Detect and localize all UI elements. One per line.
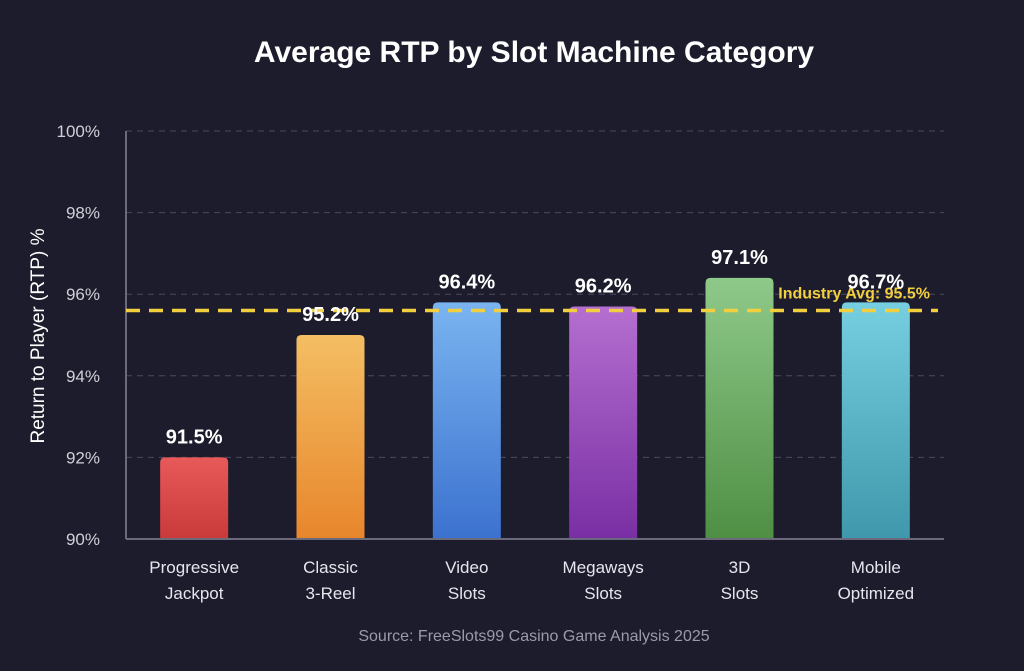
source-note: Source: FreeSlots99 Casino Game Analysis…: [358, 628, 709, 645]
axes: [125, 131, 944, 540]
category-label: 3D: [729, 558, 751, 577]
y-tick-label: 94%: [66, 367, 100, 386]
reference-line-label: Industry Avg: 95.5%: [778, 286, 930, 303]
category-label: Progressive: [149, 558, 239, 577]
category-label: Classic: [303, 558, 358, 577]
value-label: 91.5%: [166, 426, 223, 448]
category-label: Megaways: [563, 558, 644, 577]
y-axis-ticks: 90% 92% 94% 96% 98% 100%: [57, 122, 100, 549]
category-label: Slots: [448, 584, 486, 603]
y-tick-label: 90%: [66, 530, 100, 549]
value-label: 96.2%: [575, 275, 632, 297]
grid-lines: [126, 130, 944, 458]
bar: [160, 457, 229, 538]
reference-line-group: Industry Avg: 95.5%: [126, 286, 938, 313]
category-label: Optimized: [838, 584, 915, 603]
value-label: 96.4%: [438, 271, 495, 293]
bar: [705, 277, 774, 538]
bars: [160, 277, 910, 538]
value-label: 95.2%: [302, 304, 359, 326]
category-labels: Progressive Jackpot Classic 3-Reel Video Slot…: [149, 558, 914, 603]
value-labels: 91.5% 95.2% 96.4% 96.2% 97.1% 96.7%: [166, 247, 905, 449]
category-label: Video: [445, 558, 488, 577]
category-label: 3-Reel: [305, 584, 355, 603]
chart-title: Average RTP by Slot Machine Category: [254, 36, 814, 69]
category-label: Slots: [721, 584, 759, 603]
bar: [569, 306, 638, 538]
category-label: Mobile: [851, 558, 901, 577]
y-tick-label: 98%: [66, 204, 100, 223]
category-label: Slots: [584, 584, 622, 603]
category-label: Jackpot: [165, 584, 224, 603]
bar: [296, 335, 365, 538]
value-label: 97.1%: [711, 247, 768, 269]
bar: [841, 302, 910, 538]
y-tick-label: 92%: [66, 448, 100, 467]
y-tick-label: 100%: [57, 122, 100, 141]
y-tick-label: 96%: [66, 285, 100, 304]
value-label: 96.7%: [847, 271, 904, 293]
y-axis-label: Return to Player (RTP) %: [28, 228, 49, 443]
bar: [432, 302, 501, 538]
